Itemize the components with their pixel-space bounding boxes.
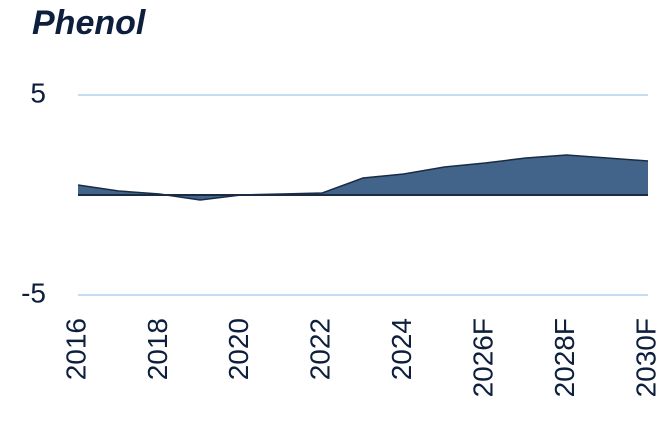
x-tick-label: 2022 (305, 318, 336, 380)
y-tick-label: 5 (30, 77, 46, 108)
x-tick-label: 2018 (142, 318, 173, 380)
x-tick-label: 2030F (630, 318, 659, 397)
x-tick-label: 2016 (60, 318, 91, 380)
y-tick-label: -5 (21, 277, 46, 308)
chart-title: Phenol (32, 4, 147, 42)
x-tick-label: 2026F (468, 318, 499, 397)
x-tick-label: 2028F (549, 318, 580, 397)
area (78, 155, 648, 200)
x-tick-label: 2020 (223, 318, 254, 380)
x-tick-label: 2024 (386, 318, 417, 380)
